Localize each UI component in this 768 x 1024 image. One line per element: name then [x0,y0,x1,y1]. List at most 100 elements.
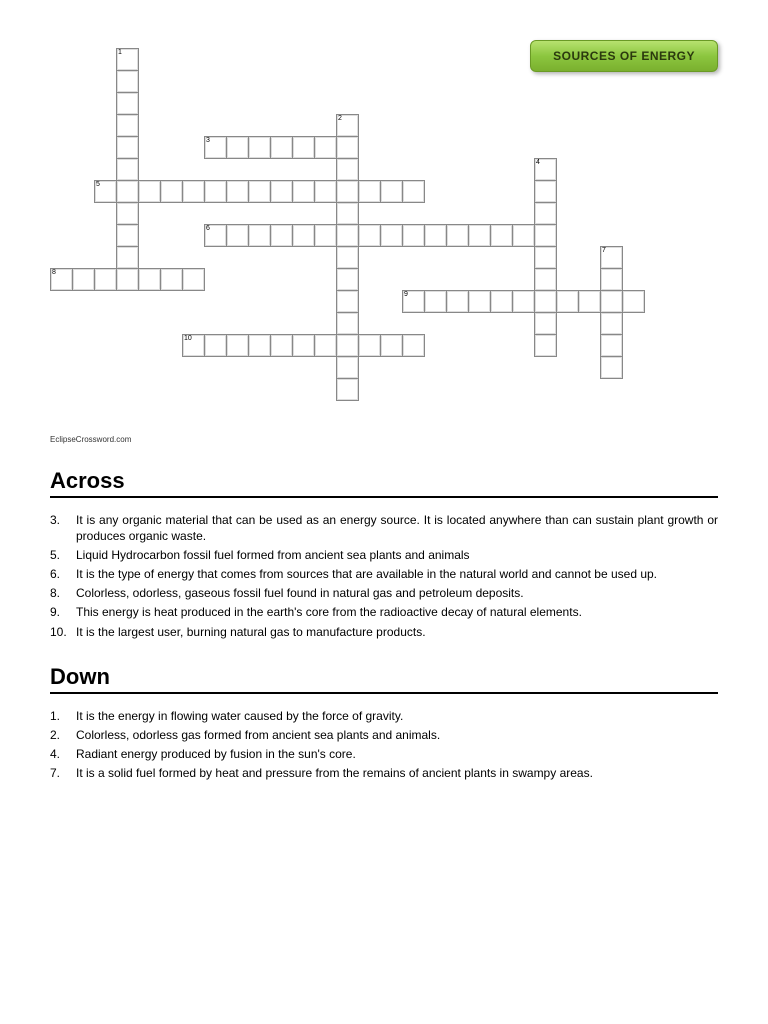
crossword-cell[interactable]: 5 [95,181,117,203]
crossword-cell[interactable] [381,335,403,357]
crossword-cell[interactable] [337,357,359,379]
crossword-cell[interactable] [117,115,139,137]
crossword-cell[interactable] [249,181,271,203]
crossword-cell[interactable] [227,225,249,247]
crossword-cell[interactable]: 4 [535,159,557,181]
crossword-cell[interactable] [315,225,337,247]
crossword-cell[interactable] [469,225,491,247]
crossword-cell[interactable] [293,137,315,159]
crossword-cell[interactable] [359,335,381,357]
crossword-cell[interactable] [117,71,139,93]
crossword-cell[interactable] [271,225,293,247]
crossword-cell[interactable] [117,159,139,181]
crossword-cell[interactable] [117,181,139,203]
crossword-cell[interactable] [535,247,557,269]
crossword-cell[interactable]: 8 [51,269,73,291]
crossword-cell[interactable] [271,335,293,357]
crossword-cell[interactable] [403,335,425,357]
crossword-cell[interactable] [271,137,293,159]
crossword-cell[interactable]: 1 [117,49,139,71]
crossword-cell[interactable] [293,335,315,357]
crossword-cell[interactable] [513,291,535,313]
crossword-cell[interactable] [249,335,271,357]
crossword-cell[interactable] [227,137,249,159]
crossword-cell[interactable] [469,291,491,313]
crossword-cell[interactable] [315,137,337,159]
crossword-cell[interactable] [337,335,359,357]
crossword-cell[interactable] [249,225,271,247]
crossword-cell[interactable] [315,181,337,203]
crossword-cell[interactable] [557,291,579,313]
crossword-cell[interactable] [535,203,557,225]
crossword-cell[interactable] [293,181,315,203]
crossword-cell[interactable] [337,159,359,181]
crossword-cell[interactable] [73,269,95,291]
crossword-cell[interactable] [183,269,205,291]
crossword-cell[interactable] [161,269,183,291]
crossword-cell[interactable] [535,313,557,335]
crossword-cell[interactable] [337,291,359,313]
crossword-cell[interactable] [337,181,359,203]
crossword-cell[interactable] [579,291,601,313]
crossword-cell[interactable] [381,225,403,247]
crossword-cell[interactable] [337,137,359,159]
crossword-cell[interactable] [381,181,403,203]
crossword-cell[interactable] [117,247,139,269]
crossword-cell[interactable] [425,225,447,247]
crossword-cell[interactable] [359,225,381,247]
down-clues: 1.It is the energy in flowing water caus… [50,708,718,782]
crossword-cell[interactable] [117,93,139,115]
crossword-cell[interactable] [425,291,447,313]
crossword-cell[interactable] [337,379,359,401]
crossword-cell[interactable] [491,225,513,247]
crossword-cell[interactable] [535,225,557,247]
crossword-cell[interactable] [337,247,359,269]
crossword-cell[interactable] [271,181,293,203]
crossword-cell[interactable] [513,225,535,247]
crossword-cell[interactable] [139,181,161,203]
crossword-cell[interactable] [315,335,337,357]
crossword-cell[interactable] [139,269,161,291]
crossword-cell[interactable] [337,225,359,247]
crossword-cell[interactable]: 10 [183,335,205,357]
crossword-cell[interactable] [601,291,623,313]
crossword-cell[interactable]: 7 [601,247,623,269]
crossword-cell[interactable] [117,137,139,159]
crossword-cell[interactable] [249,137,271,159]
crossword-cell[interactable] [227,181,249,203]
crossword-cell[interactable] [601,335,623,357]
crossword-cell[interactable] [359,181,381,203]
crossword-cell[interactable] [403,225,425,247]
crossword-cell[interactable]: 3 [205,137,227,159]
crossword-cell[interactable] [447,291,469,313]
clue-number: 2. [50,727,76,743]
crossword-cell[interactable] [403,181,425,203]
crossword-cell[interactable] [601,357,623,379]
crossword-cell[interactable] [205,335,227,357]
crossword-cell[interactable] [535,181,557,203]
crossword-cell[interactable] [205,181,227,203]
crossword-cell[interactable] [95,269,117,291]
crossword-cell[interactable] [161,181,183,203]
crossword-cell[interactable] [535,269,557,291]
crossword-cell[interactable] [117,269,139,291]
crossword-cell[interactable] [293,225,315,247]
crossword-cell[interactable] [117,203,139,225]
crossword-cell[interactable]: 2 [337,115,359,137]
crossword-cell[interactable] [601,269,623,291]
crossword-cell[interactable] [337,203,359,225]
crossword-cell[interactable] [337,313,359,335]
crossword-cell[interactable] [623,291,645,313]
crossword-cell[interactable] [601,313,623,335]
clue-text: Radiant energy produced by fusion in the… [76,746,718,762]
crossword-cell[interactable] [183,181,205,203]
crossword-cell[interactable] [117,225,139,247]
crossword-cell[interactable] [227,335,249,357]
crossword-cell[interactable] [447,225,469,247]
crossword-cell[interactable] [491,291,513,313]
crossword-cell[interactable]: 9 [403,291,425,313]
crossword-cell[interactable] [535,335,557,357]
crossword-cell[interactable] [535,291,557,313]
crossword-cell[interactable] [337,269,359,291]
crossword-cell[interactable]: 6 [205,225,227,247]
